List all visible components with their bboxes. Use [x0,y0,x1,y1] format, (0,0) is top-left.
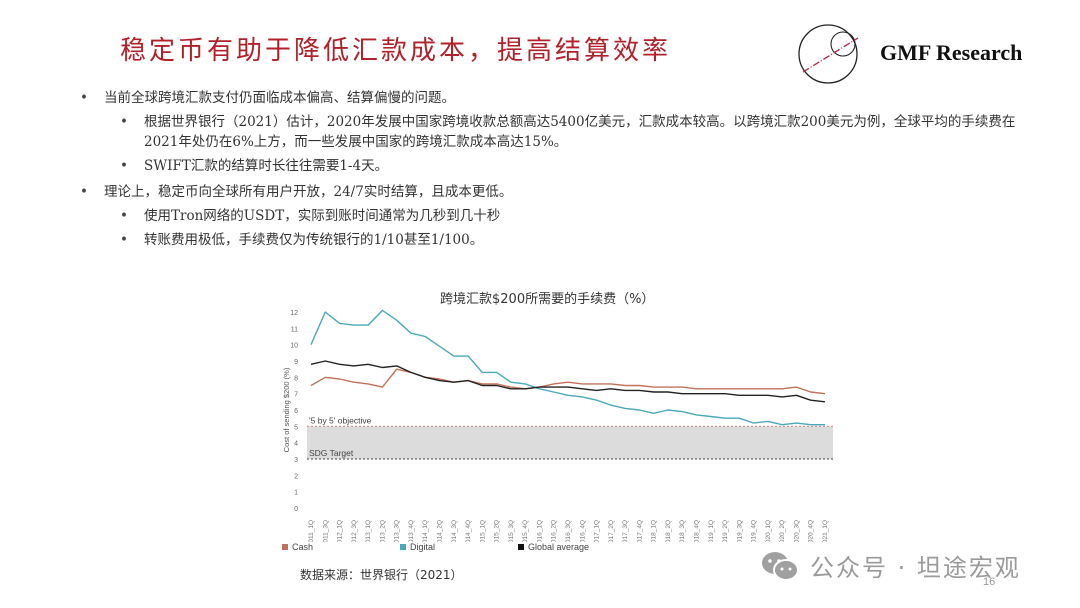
x-tick-label: 2020_1Q [765,520,772,542]
legend-swatch-digital [400,544,406,550]
y-tick-label: 2 [294,473,298,480]
y-tick-label: 10 [290,343,298,350]
x-tick-label: 2020_4Q [808,520,815,542]
slide-title: 稳定币有助于降低汇款成本，提高结算效率 [120,36,672,66]
legend-swatch-cash [282,544,288,550]
bullet-list: 当前全球跨境汇款支付仍面临成本偏高、结算偏慢的问题。 根据世界银行（2021）估… [78,88,1048,254]
series-line-global-average [310,360,826,403]
x-tick-label: 2017_3Q [622,520,629,542]
x-tick-label: 2017_4Q [636,520,643,542]
annotation-label: SDG Target [309,448,354,458]
x-tick-label: 2011_1Q [308,520,315,542]
y-tick-label: 5 [294,424,298,431]
x-tick-label: 2020_3Q [793,520,800,542]
x-tick-label: 2015_2Q [494,520,501,542]
x-tick-label: 2019_3Q [736,520,743,542]
x-tick-label: 2013_2Q [379,520,386,542]
bullet-item: 当前全球跨境汇款支付仍面临成本偏高、结算偏慢的问题。 [78,88,1048,108]
chart-title: 跨境汇款$200所需要的手续费（%） [440,292,655,307]
x-tick-label: 2013_3Q [394,520,401,542]
sub-bullet-item: 根据世界银行（2021）估计，2020年发展中国家跨境收款总额高达5400亿美元… [118,112,1048,152]
sub-bullet-item: 使用Tron网络的USDT，实际到账时间通常为几秒到几十秒 [118,206,1048,226]
data-source: 数据来源：世界银行（2021） [300,568,463,582]
y-tick-label: 9 [294,359,298,366]
y-tick-label: 12 [290,310,298,317]
x-tick-label: 2012_3Q [351,520,358,542]
x-tick-label: 2021_1Q [822,520,829,542]
x-tick-label: 2014_4Q [465,520,472,542]
sub-bullet-item: SWIFT汇款的结算时长往往需要1-4天。 [118,156,1048,176]
x-tick-label: 2014_1Q [422,520,429,542]
x-tick-label: 2011_3Q [322,520,329,542]
y-tick-label: 4 [294,441,298,448]
x-tick-label: 2016_4Q [579,520,586,542]
y-tick-label: 3 [294,457,298,464]
x-tick-label: 2015_1Q [479,520,486,542]
fee-chart: 跨境汇款$200所需要的手续费（%） '5 by 5' objective SDG… [270,280,850,580]
watermark-text: 公众号 · 坦途宏观 [810,554,1021,582]
sub-bullet-item: 转账费用极低，手续费仅为传统银行的1/10甚至1/100。 [118,230,1048,250]
x-tick-label: 2018_1Q [651,520,658,542]
x-tick-label: 2016_3Q [565,520,572,542]
x-tick-label: 2018_4Q [694,520,701,542]
x-tick-label: 2019_2Q [722,520,729,542]
legend-cash: Cash [282,542,313,552]
y-tick-label: 1 [294,490,298,497]
logo-text: GMF Research [880,40,1023,65]
gmf-logo-icon [798,24,859,84]
x-tick-label: 2012_1Q [337,520,344,542]
x-tick-label: 2016_1Q [536,520,543,542]
y-tick-label: 6 [294,408,298,415]
series-line-digital [310,309,825,426]
x-tick-label: 2019_4Q [751,520,758,542]
watermark: 公众号 · 坦途宏观 [760,548,1021,583]
wechat-icon [762,551,799,581]
x-tick-label: 2018_3Q [679,520,686,542]
y-axis-label: Cost of sending $200 (%) [282,367,291,452]
series-line-cash [310,368,826,395]
legend-digital: Digital [400,542,435,552]
y-tick-label: 11 [291,326,298,333]
x-tick-label: 2017_1Q [594,520,601,542]
y-tick-label: 0 [294,506,298,513]
x-tick-label: 2015_3Q [508,520,515,542]
y-tick-label: 8 [294,375,298,382]
x-tick-label: 2013_4Q [408,520,415,542]
x-tick-label: 2016_2Q [551,520,558,542]
y-tick-label: 7 [294,392,298,399]
x-tick-label: 2020_2Q [779,520,786,542]
bullet-item: 理论上，稳定币向全球所有用户开放，24/7实时结算，且成本更低。 [78,182,1048,202]
x-tick-label: 2014_2Q [437,520,444,542]
x-tick-label: 2017_2Q [608,520,615,542]
x-tick-label: 2019_1Q [708,520,715,542]
target-band [307,426,833,459]
x-tick-label: 2015_4Q [522,520,529,542]
gmf-logo: GMF Research [795,18,1055,90]
page-number: 16 [983,576,996,588]
x-tick-label: 2018_2Q [665,520,672,542]
x-tick-label: 2013_1Q [365,520,372,542]
annotation-label: '5 by 5' objective [309,415,372,425]
x-tick-label: 2014_3Q [451,520,458,542]
legend-global-average: Global average [518,542,589,552]
legend-swatch-global [518,544,524,550]
